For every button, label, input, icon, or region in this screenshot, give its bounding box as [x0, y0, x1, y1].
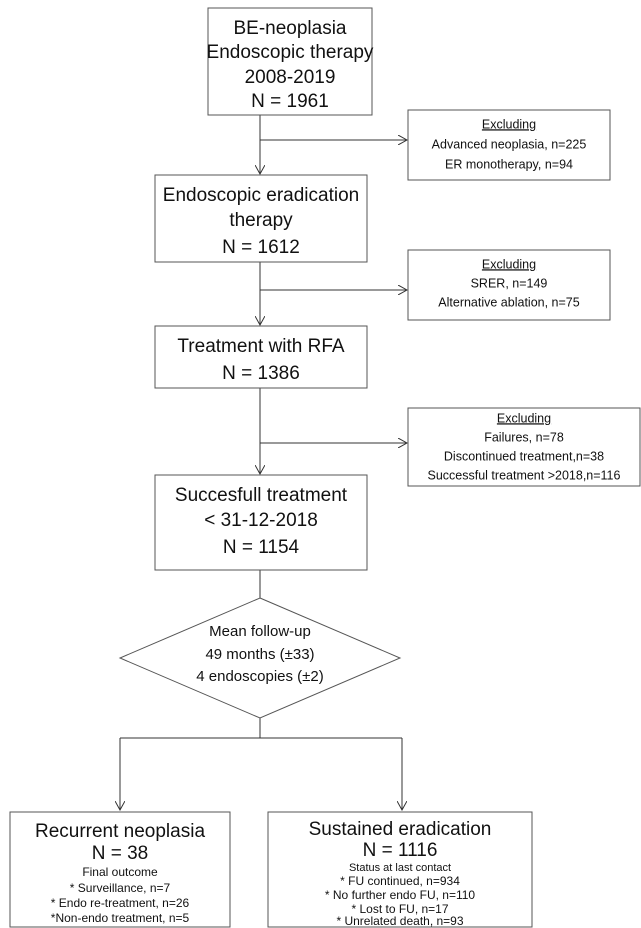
box: [9, 811, 231, 928]
item: Discontinued treatment,n=38: [444, 449, 604, 463]
label: N = 1961: [251, 91, 329, 112]
label: * FU continued, n=934: [340, 874, 460, 888]
label: < 31-12-2018: [204, 510, 318, 531]
item: Successful treatment >2018,n=116: [428, 468, 621, 482]
label: * Unrelated death, n=93: [336, 914, 463, 928]
label: * Surveillance, n=7: [70, 881, 171, 895]
item: ER monotherapy, n=94: [445, 157, 573, 171]
title: Recurrent neoplasia: [35, 821, 205, 842]
label: Status at last contact: [349, 862, 451, 874]
label: Final outcome: [82, 865, 158, 879]
box: [207, 7, 373, 116]
label: Endoscopic therapy: [207, 42, 374, 63]
count: N = 38: [92, 843, 149, 864]
label: Endoscopic eradication: [163, 185, 359, 206]
box: [154, 474, 368, 571]
connectors: [120, 115, 407, 810]
box: [267, 811, 533, 928]
exclusion-box: [407, 249, 611, 321]
item: Advanced neoplasia, n=225: [432, 137, 587, 151]
label: * Endo re-treatment, n=26: [51, 896, 190, 910]
count: N = 1116: [363, 840, 438, 861]
item: Alternative ablation, n=75: [438, 295, 579, 309]
item: Failures, n=78: [484, 430, 564, 444]
title: Sustained eradication: [309, 819, 492, 840]
decision-diamond: [118, 597, 402, 719]
label: N = 1612: [222, 237, 300, 258]
label: Succesfull treatment: [175, 485, 348, 506]
heading: Excluding: [482, 257, 536, 271]
label: N = 1386: [222, 363, 300, 384]
label: therapy: [229, 210, 293, 231]
label: * No further endo FU, n=110: [325, 888, 476, 902]
item: SRER, n=149: [471, 276, 548, 290]
box: [154, 174, 368, 263]
exclusion-box: [407, 109, 611, 181]
box: [154, 325, 368, 389]
label: BE-neoplasia: [233, 18, 346, 39]
label: 4 endoscopies (±2): [196, 668, 323, 685]
label: Treatment with RFA: [177, 336, 345, 357]
label: 49 months (±33): [205, 646, 314, 663]
heading: Excluding: [482, 117, 536, 131]
label: 2008-2019: [245, 67, 336, 88]
label: Mean follow-up: [209, 623, 311, 640]
label: * Lost to FU, n=17: [351, 902, 448, 916]
heading: Excluding: [497, 411, 551, 425]
label: *Non-endo treatment, n=5: [51, 911, 190, 925]
exclusion-box: [407, 407, 641, 487]
label: N = 1154: [223, 537, 300, 558]
